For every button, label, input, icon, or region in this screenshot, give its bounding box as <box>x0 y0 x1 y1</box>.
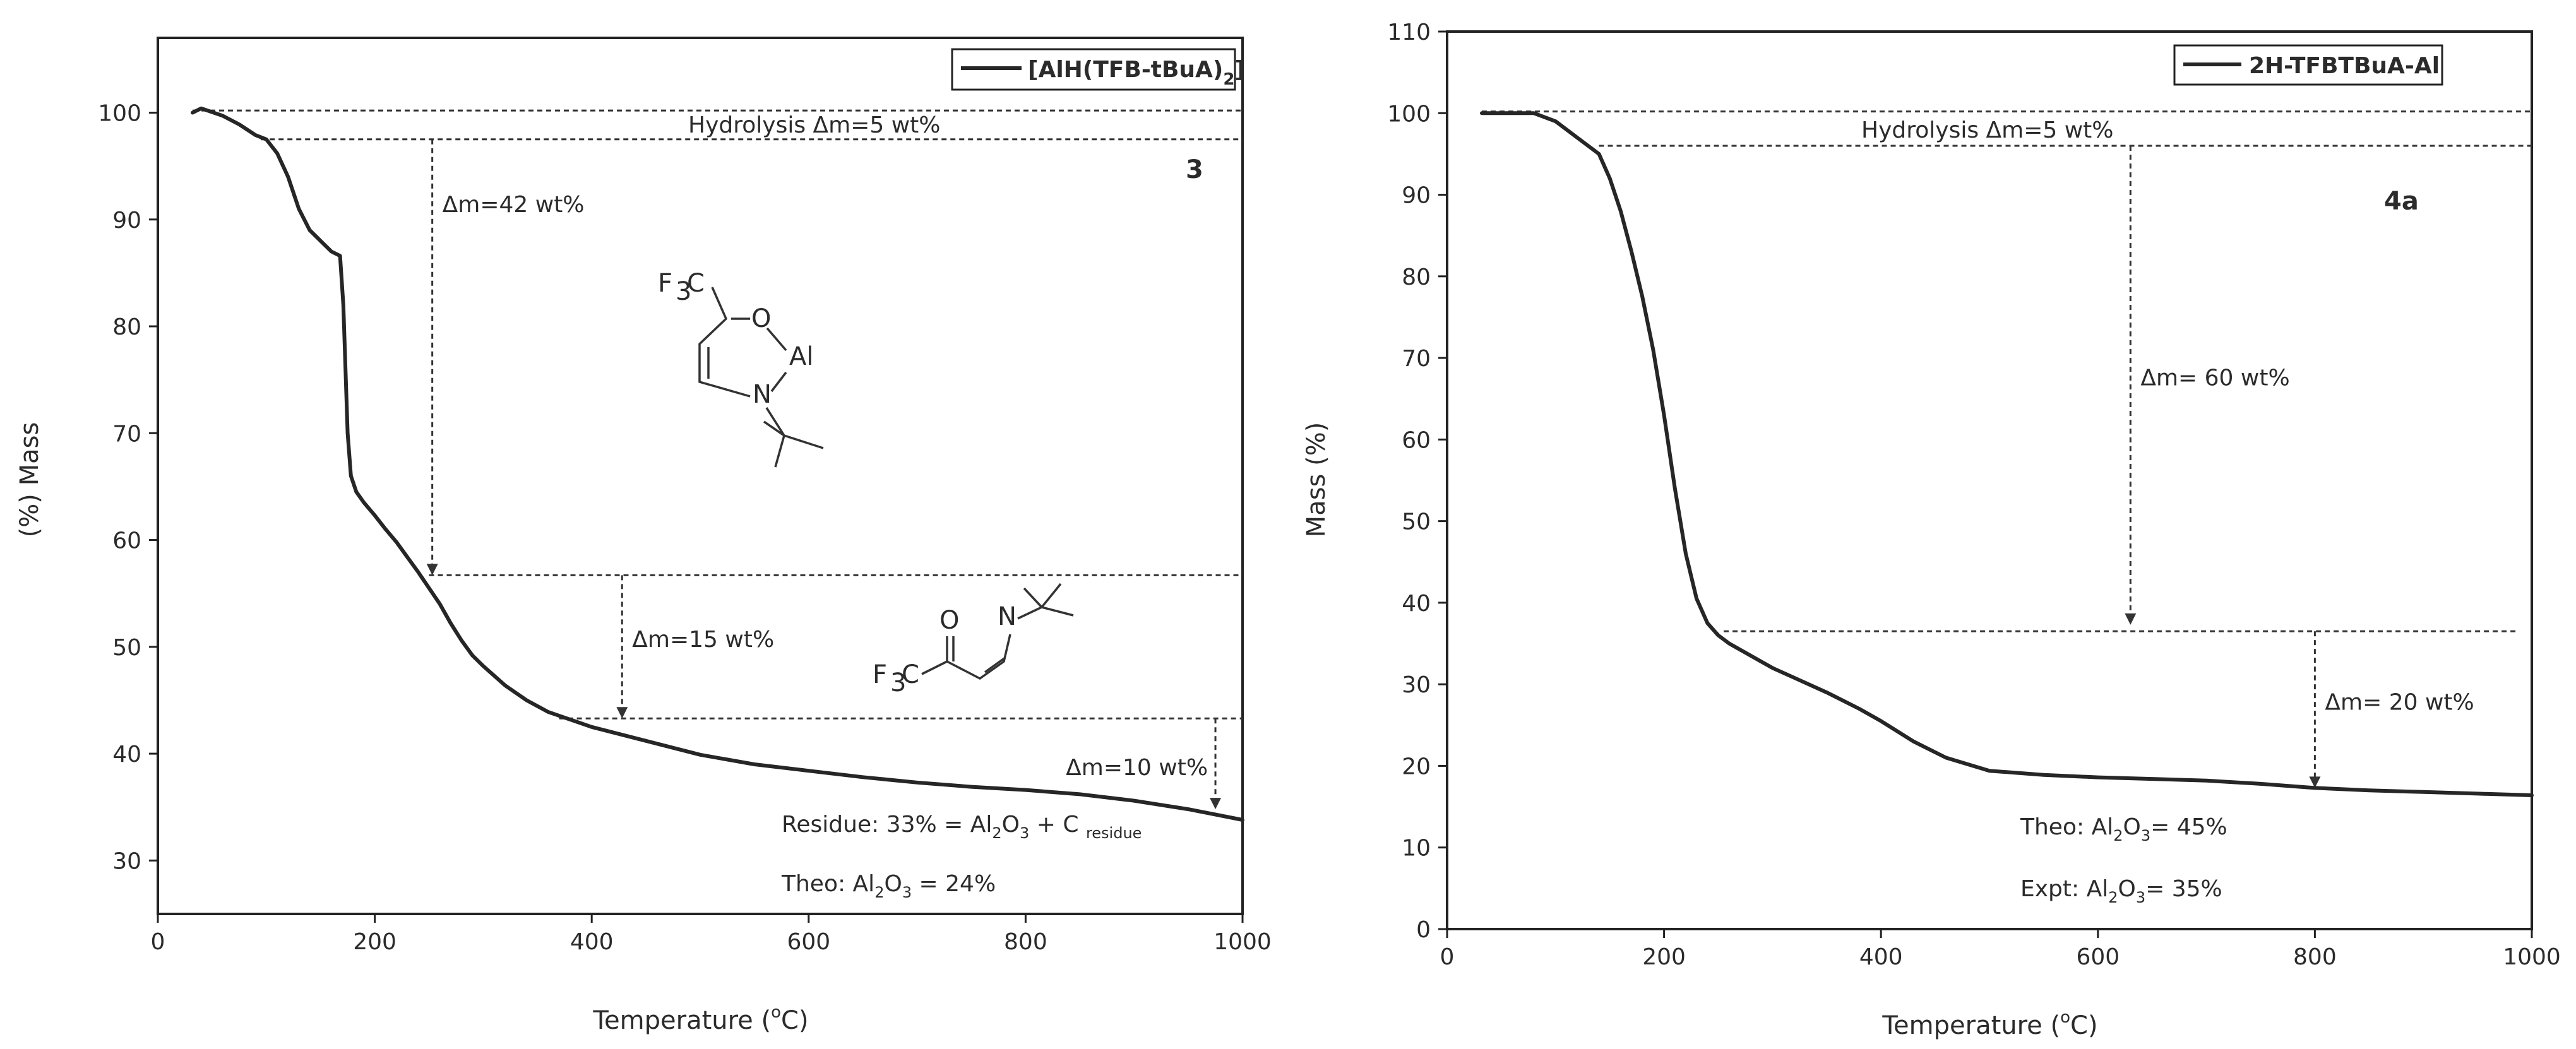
left-y-tick-label: 30 <box>112 848 141 874</box>
right-x-tick-label: 0 <box>1440 944 1455 970</box>
right-y-tick-label: 80 <box>1402 264 1431 290</box>
right-arrows: Δm= 60 wt% Δm= 20 wt% <box>2125 145 2474 788</box>
ligand-atom-o: O <box>939 606 959 635</box>
right-plot-frame <box>1446 30 2533 930</box>
structure-atom-c: C <box>687 269 705 298</box>
right-reference-lines <box>1481 110 2532 632</box>
structure-atom-n: N <box>753 380 772 409</box>
right-x-axis-label: Temperature (oC) <box>1881 1008 2097 1040</box>
right-y-tick-label: 20 <box>1402 754 1431 779</box>
left-x-tick-label: 800 <box>1004 929 1047 955</box>
left-legend-label: [AlH(TFB-tBuA)2] <box>1028 57 1245 89</box>
structure-atom-al: Al <box>789 342 813 371</box>
left-structure-ligand: O N F 3 C <box>873 583 1074 697</box>
right-arrow-head <box>2309 776 2321 788</box>
left-x-tick-label: 400 <box>570 929 614 955</box>
right-x-tick-label: 400 <box>1859 944 1903 970</box>
right-y-axis-label: Mass (%) <box>1302 422 1331 538</box>
left-y-tick-label: 70 <box>112 421 141 447</box>
left-y-tick-label: 60 <box>112 528 141 554</box>
left-series-line <box>191 106 1244 822</box>
right-expt-label: Expt: Al2O3= 35% <box>2020 876 2222 906</box>
left-arrow-head <box>426 564 438 576</box>
right-y-tick-label: 40 <box>1402 591 1431 617</box>
left-arrow-head <box>1210 798 1222 810</box>
left-x-tick-label: 600 <box>787 929 830 955</box>
left-compound-number: 3 <box>1186 155 1203 184</box>
right-y-tick-label: 100 <box>1387 101 1431 127</box>
ligand-atom-c: C <box>902 660 919 689</box>
right-arrow-label: Δm= 20 wt% <box>2325 689 2474 715</box>
left-x-tick-label: 1000 <box>1213 929 1272 955</box>
left-y-tick-label: 40 <box>112 742 141 767</box>
right-x-tick-label: 1000 <box>2503 944 2561 970</box>
right-y-tick-label: 70 <box>1402 346 1431 372</box>
left-arrows: Δm=42 wt% Δm=15 wt% Δm=10 wt% <box>426 139 1222 810</box>
left-arrow-label: Δm=15 wt% <box>632 627 774 653</box>
right-chart: 0 200 400 600 800 1000 0 10 20 30 40 50 60 70 80 90 100 1… <box>1302 20 2561 1040</box>
ligand-atom-sub3: 3 <box>890 668 906 697</box>
right-axis-ticks: 0 200 400 600 800 1000 0 10 20 30 40 50 60 70 80 90 100 1… <box>1387 20 2561 970</box>
structure-bonds <box>698 287 824 468</box>
right-x-tick-label: 800 <box>2293 944 2337 970</box>
left-structure-al-chelate: F 3 C O Al N <box>658 269 824 468</box>
left-axis-ticks: 0 200 400 600 800 1000 30 40 50 60 70 80 90 100 <box>98 100 1272 955</box>
right-compound-number: 4a <box>2384 187 2419 216</box>
ligand-bonds <box>921 583 1074 680</box>
right-legend-label: 2H-TFBTBuA-Al <box>2249 53 2440 79</box>
right-series-line <box>1480 111 2534 797</box>
right-y-tick-label: 50 <box>1402 509 1431 535</box>
left-reference-lines <box>192 109 1243 720</box>
right-y-tick-label: 0 <box>1416 917 1431 943</box>
left-y-axis-label: (%) Mass <box>15 422 44 538</box>
right-y-tick-label: 30 <box>1402 672 1431 698</box>
right-y-tick-label: 110 <box>1387 20 1431 45</box>
right-arrow-label: Δm= 60 wt% <box>2140 365 2289 391</box>
ligand-atom-f: F <box>873 660 887 689</box>
right-x-tick-label: 600 <box>2076 944 2120 970</box>
left-arrow-label: Δm=10 wt% <box>1066 755 1208 781</box>
left-x-axis-label: Temperature (oC) <box>592 1003 808 1035</box>
left-residue-label: Residue: 33% = Al2O3 + C residue <box>782 812 1142 842</box>
right-y-tick-label: 10 <box>1402 836 1431 862</box>
left-y-tick-label: 80 <box>112 314 141 340</box>
right-y-tick-label: 60 <box>1402 427 1431 453</box>
left-arrow-label: Δm=42 wt% <box>443 192 585 218</box>
ligand-atom-n: N <box>998 602 1017 631</box>
structure-atom-f: F <box>658 269 672 298</box>
left-x-tick-label: 0 <box>151 929 165 955</box>
right-arrow-head <box>2125 613 2137 625</box>
right-theo-label: Theo: Al2O3= 45% <box>2020 814 2227 845</box>
left-chart: 0 200 400 600 800 1000 30 40 50 60 70 80 90 100 Δm=42… <box>15 37 1272 1035</box>
left-arrow-head <box>616 707 628 719</box>
left-y-tick-label: 90 <box>112 208 141 234</box>
left-theo-label: Theo: Al2O3 = 24% <box>781 871 996 901</box>
structure-atom-sub3: 3 <box>676 277 691 306</box>
right-hydrolysis-label: Hydrolysis Δm=5 wt% <box>1861 117 2114 143</box>
left-x-tick-label: 200 <box>353 929 397 955</box>
left-hydrolysis-label: Hydrolysis Δm=5 wt% <box>688 112 941 138</box>
left-y-tick-label: 50 <box>112 635 141 661</box>
right-x-tick-label: 200 <box>1642 944 1686 970</box>
right-y-tick-label: 90 <box>1402 183 1431 209</box>
left-plot-frame <box>157 37 1244 915</box>
left-y-tick-label: 100 <box>98 100 141 126</box>
